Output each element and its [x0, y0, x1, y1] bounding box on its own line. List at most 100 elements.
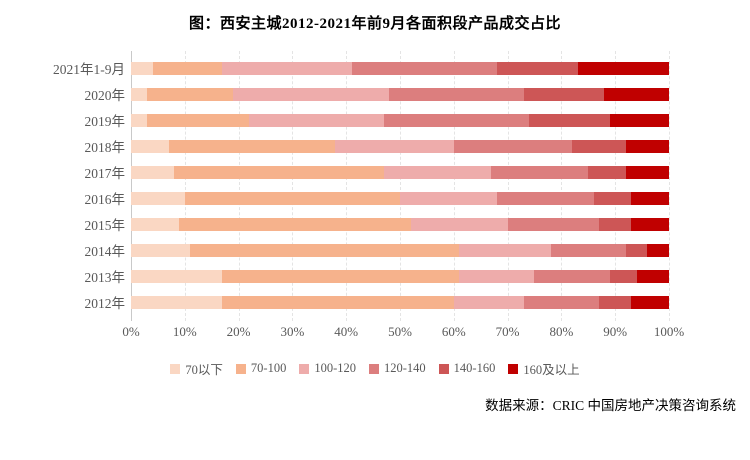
bar-track — [131, 269, 669, 283]
bar-track — [131, 191, 669, 205]
legend-swatch — [508, 363, 519, 374]
bar-segment — [131, 165, 175, 179]
legend-item: 70以下 — [170, 359, 223, 378]
bar-segment — [383, 113, 530, 127]
y-axis-label: 2018年 — [84, 140, 126, 155]
legend-swatch — [369, 363, 379, 374]
y-axis-label: 2020年 — [84, 88, 126, 103]
legend-swatch — [235, 363, 246, 374]
chart-row: 2014年 — [28, 237, 750, 263]
x-axis: 0% 10% 20% 30% 40% 50% 60% 70% 80% 90% 100% — [122, 324, 684, 342]
bar-segment — [131, 269, 223, 283]
gridline — [615, 51, 617, 321]
legend-item: 160及以上 — [508, 359, 580, 378]
bar-segment — [609, 269, 637, 283]
bar-segment — [184, 191, 400, 205]
bar-segment — [593, 191, 632, 205]
bar-segment — [131, 191, 185, 205]
bar-segment — [604, 87, 669, 101]
bar-segment — [534, 269, 610, 283]
bar-segment — [174, 165, 384, 179]
bar-segment — [399, 191, 497, 205]
y-axis-label: 2019年 — [84, 114, 126, 129]
bar-segment — [222, 269, 460, 283]
bar-segment — [131, 61, 153, 75]
gridline — [507, 51, 509, 321]
y-axis-label: 2017年 — [84, 166, 126, 181]
bar-segment — [459, 269, 535, 283]
y-axis-label: 2016年 — [84, 192, 126, 207]
bar-track — [131, 87, 669, 101]
chart-row: 2021年1-9月 — [28, 55, 750, 81]
x-axis-tick-label: 90% — [603, 324, 628, 339]
y-axis-label: 2015年 — [84, 218, 126, 233]
bar-segment — [609, 113, 669, 127]
bar-segment — [131, 243, 191, 257]
bar-segment — [389, 87, 524, 101]
bar-segment — [459, 243, 551, 257]
bar-segment — [588, 165, 626, 179]
bar-segment — [631, 295, 669, 309]
chart-row: 2016年 — [28, 185, 750, 211]
bar-segment — [453, 139, 573, 153]
bar-segment — [550, 243, 626, 257]
bar-segment — [131, 295, 223, 309]
bar-segment — [636, 269, 669, 283]
bar-segment — [190, 243, 460, 257]
bar-track — [131, 295, 669, 309]
legend-swatch — [299, 363, 310, 374]
bar-segment — [410, 217, 508, 231]
x-axis-tick-label: 10% — [172, 324, 197, 339]
gridline — [238, 51, 240, 321]
bar-track — [131, 165, 669, 179]
bar-track — [131, 139, 669, 153]
x-axis-tick-label: 80% — [549, 324, 574, 339]
bar-segment — [168, 139, 336, 153]
bar-segment — [625, 243, 648, 257]
legend-item: 70-100 — [235, 361, 286, 376]
gridline — [669, 51, 670, 321]
bar-segment — [631, 217, 669, 231]
bar-segment — [147, 113, 250, 127]
bar-segment — [233, 87, 390, 101]
legend-item: 100-120 — [299, 361, 356, 376]
chart-title: 图：西安主城2012-2021年前9月各面积段产品成交占比 — [189, 16, 561, 32]
chart-legend: 70以下 70-100 100-120 120-140 140-160 160及以上 — [0, 359, 750, 378]
bar-segment — [131, 87, 148, 101]
legend-swatch — [170, 363, 181, 374]
y-axis-label: 2013年 — [84, 270, 126, 285]
x-axis-tick-label: 70% — [495, 324, 520, 339]
bar-segment — [383, 165, 492, 179]
gridline — [561, 51, 563, 321]
bar-segment — [647, 243, 669, 257]
gridline — [400, 51, 401, 321]
bar-segment — [222, 61, 352, 75]
bar-segment — [572, 139, 626, 153]
gridline — [346, 51, 348, 321]
chart-area: 2021年1-9月 2020年 2019年 2018年 2017年 2016年 2015年 2… — [28, 51, 750, 342]
x-axis-tick-label: 40% — [334, 324, 359, 339]
bar-segment — [577, 61, 669, 75]
bar-track — [131, 61, 669, 75]
x-axis-tick-label: 20% — [226, 324, 251, 339]
gridline — [184, 51, 186, 321]
legend-swatch — [438, 363, 449, 374]
bar-segment — [507, 217, 600, 231]
gridline — [292, 51, 294, 321]
legend-item: 140-160 — [438, 361, 496, 376]
bar-segment — [131, 113, 148, 127]
legend-label: 160及以上 — [523, 363, 580, 377]
legend-label: 140-160 — [453, 361, 496, 375]
gridline — [453, 51, 455, 321]
x-axis-tick-label: 30% — [280, 324, 305, 339]
x-axis-tick-label: 60% — [441, 324, 466, 339]
bar-segment — [523, 295, 600, 309]
legend-item: 120-140 — [369, 361, 426, 376]
bar-segment — [131, 217, 180, 231]
bar-track — [131, 217, 669, 231]
bar-segment — [179, 217, 411, 231]
data-source-note: 数据来源：CRIC 中国房地产决策咨询系统 — [485, 398, 736, 413]
y-axis-label: 2021年1-9月 — [53, 62, 125, 77]
bar-segment — [599, 217, 632, 231]
chart-row: 2012年 — [28, 289, 750, 315]
